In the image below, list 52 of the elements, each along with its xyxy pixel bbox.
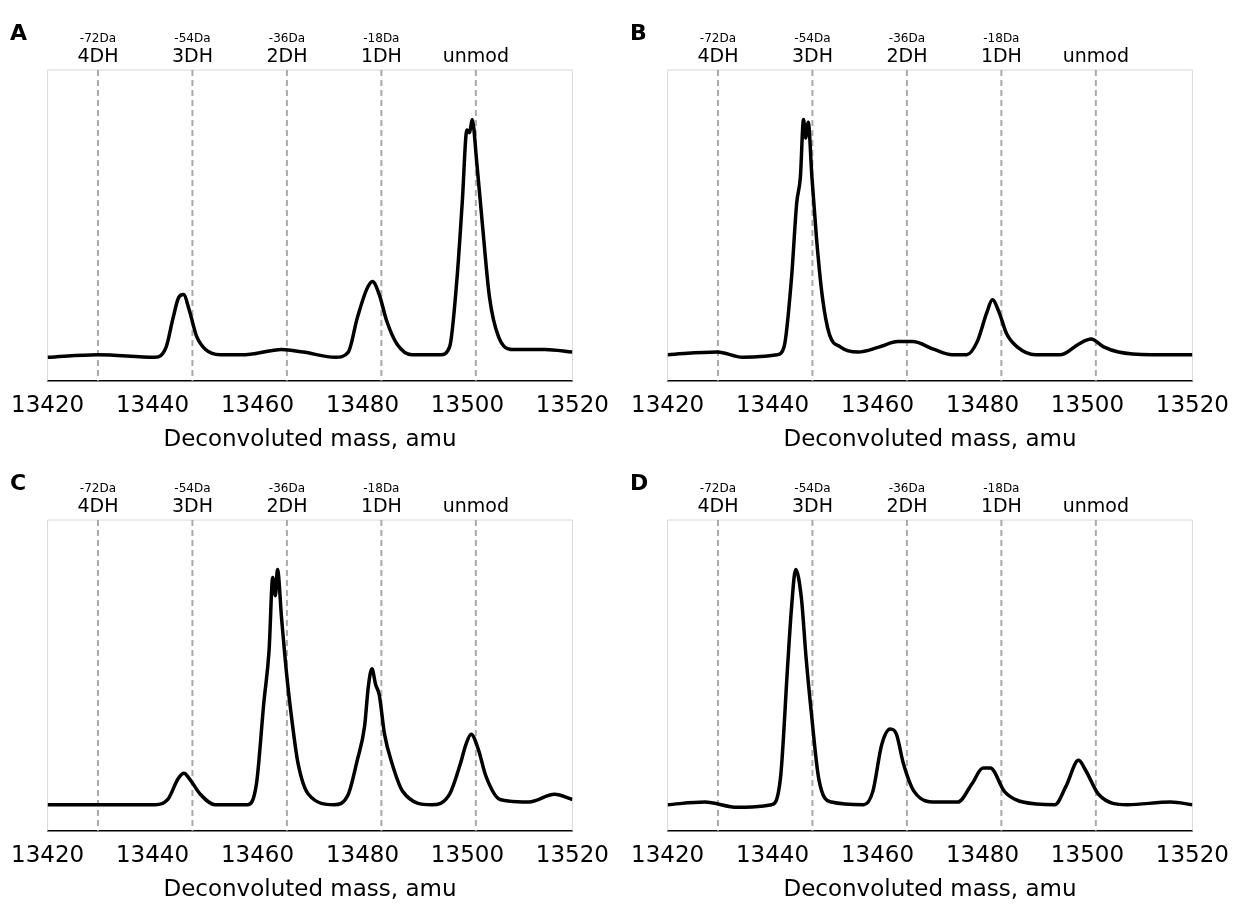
ref-line-label: unmod (1062, 44, 1129, 66)
x-tick-label: 13460 (220, 840, 295, 867)
x-tick-label: 13520 (1155, 840, 1229, 867)
x-axis-title: Deconvoluted mass, amu (163, 425, 457, 452)
x-tick-label: 13440 (115, 840, 190, 867)
ref-line-label: -36Da 2DH (266, 481, 308, 516)
x-tick-label: 13420 (11, 390, 85, 417)
ref-line-label: unmod (1062, 494, 1129, 516)
ref-line-label: -36Da 2DH (886, 31, 928, 66)
x-tick-label: 13500 (1050, 390, 1125, 417)
x-axis-title: Deconvoluted mass, amu (783, 875, 1077, 902)
x-tick-label: 13500 (430, 840, 505, 867)
x-tick-label: 13460 (220, 390, 295, 417)
ref-line-label: unmod (442, 44, 509, 66)
x-tick-label: 13520 (1155, 390, 1229, 417)
ref-line-label: -36Da 2DH (886, 481, 928, 516)
x-tick-label: 13420 (11, 840, 85, 867)
ref-line-label: -18Da 1DH (980, 481, 1022, 516)
x-tick-label: 13480 (325, 840, 400, 867)
x-tick-label: 13480 (945, 840, 1020, 867)
x-tick-label: 13500 (430, 390, 505, 417)
ref-line-label: -54Da 3DH (791, 31, 833, 66)
x-tick-label: 13500 (1050, 840, 1125, 867)
chart-title: C (10, 470, 27, 495)
x-tick-label: 13440 (735, 390, 810, 417)
x-tick-label: 13480 (945, 390, 1020, 417)
ref-line-label: -18Da 1DH (980, 31, 1022, 66)
ref-line-label: -72Da 4DH (697, 31, 739, 66)
ref-line-label: -72Da 4DH (77, 481, 119, 516)
chart-title: D (630, 470, 649, 495)
x-tick-label: 13440 (735, 840, 810, 867)
ref-line-label: -72Da 4DH (77, 31, 119, 66)
x-axis-title: Deconvoluted mass, amu (163, 875, 457, 902)
x-tick-label: 13460 (840, 840, 915, 867)
chart-title: A (10, 20, 28, 45)
x-tick-label: 13480 (325, 390, 400, 417)
ref-line-label: unmod (442, 494, 509, 516)
x-tick-label: 13520 (535, 390, 609, 417)
chart-title: B (630, 20, 647, 45)
ref-line-label: -18Da 1DH (360, 481, 402, 516)
ref-line-label: -54Da 3DH (171, 31, 213, 66)
ref-line-label: -18Da 1DH (360, 31, 402, 66)
x-tick-label: 13460 (840, 390, 915, 417)
ref-line-label: -36Da 2DH (266, 31, 308, 66)
x-tick-label: 13520 (535, 840, 609, 867)
ref-line-label: -54Da 3DH (171, 481, 213, 516)
ref-line-label: -72Da 4DH (697, 481, 739, 516)
x-axis-title: Deconvoluted mass, amu (783, 425, 1077, 452)
x-tick-label: 13440 (115, 390, 190, 417)
x-tick-label: 13420 (631, 840, 705, 867)
x-tick-label: 13420 (631, 390, 705, 417)
ref-line-label: -54Da 3DH (791, 481, 833, 516)
